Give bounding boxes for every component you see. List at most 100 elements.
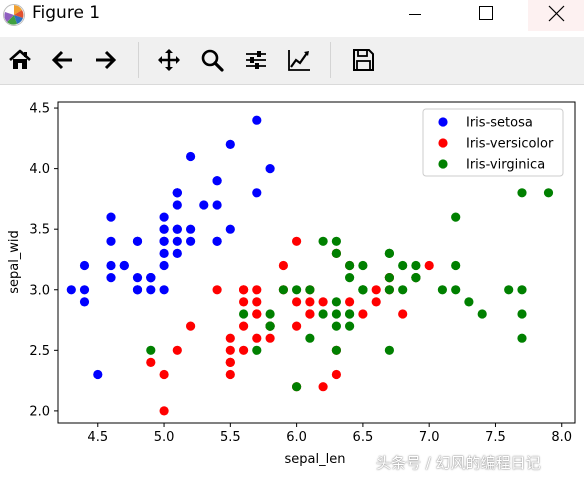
data-point [172, 236, 182, 246]
data-point [146, 345, 156, 355]
data-point [292, 285, 302, 295]
window-titlebar: Figure 1 [0, 0, 584, 31]
watermark-text: 头条号 / 幻风的编程日记 [376, 454, 541, 472]
data-point [345, 309, 355, 319]
data-point [331, 369, 341, 380]
forward-button[interactable] [92, 47, 118, 73]
data-point [186, 236, 196, 246]
data-point [212, 285, 222, 295]
figure-canvas[interactable]: 4.5 5.0 5.5 6.0 6.5 7.0 7.5 8.0 2.0 2.5 3.0 3.5 4.0… [0, 85, 584, 478]
close-icon [548, 5, 565, 22]
data-point [239, 321, 249, 331]
arrow-right-icon [96, 50, 117, 70]
data-point [305, 297, 315, 307]
data-point [252, 333, 262, 343]
minimize-icon [409, 14, 421, 15]
data-point [159, 285, 169, 295]
data-point [186, 151, 196, 162]
data-point [225, 333, 235, 343]
data-point [331, 321, 341, 331]
legend-label: Iris-versicolor [466, 137, 554, 152]
home-button[interactable] [7, 47, 33, 73]
data-point [517, 188, 527, 198]
data-point [358, 309, 368, 319]
legend: Iris-setosa Iris-versicolor Iris-virginica [422, 108, 564, 177]
data-point [239, 309, 249, 319]
data-point [146, 357, 156, 367]
data-point [172, 188, 182, 198]
floppy-disk-icon [353, 49, 374, 71]
data-point [239, 285, 249, 295]
data-point [119, 260, 129, 271]
data-point [212, 200, 222, 210]
x-tick-label: 5.5 [220, 430, 241, 445]
data-point [225, 345, 235, 355]
data-point [106, 236, 116, 246]
data-point [106, 273, 116, 283]
legend-label: Iris-setosa [466, 116, 533, 131]
toolbar-separator [138, 42, 139, 78]
magnifier-icon [201, 49, 224, 72]
data-point [384, 345, 394, 355]
move-icon [158, 49, 180, 71]
data-point [358, 260, 368, 271]
data-point [265, 321, 275, 331]
data-point [252, 345, 262, 355]
window-title: Figure 1 [32, 3, 101, 23]
data-point [159, 369, 169, 380]
data-point [106, 260, 116, 271]
data-point [225, 224, 235, 234]
data-point [146, 273, 156, 283]
legend-label: Iris-virginica [466, 158, 545, 173]
back-button[interactable] [50, 47, 76, 73]
data-point [159, 406, 169, 416]
data-point [186, 321, 196, 331]
data-point [517, 285, 527, 295]
data-point [451, 260, 461, 271]
data-point [225, 139, 235, 149]
data-point [265, 333, 275, 343]
data-point [358, 285, 368, 295]
customize-button[interactable] [286, 47, 312, 73]
matplotlib-logo-icon [3, 4, 25, 26]
x-tick-label: 4.5 [87, 430, 108, 445]
data-point [159, 260, 169, 271]
save-button[interactable] [350, 47, 376, 73]
maximize-button[interactable] [464, 0, 510, 31]
data-point [292, 297, 302, 307]
sliders-icon [246, 51, 266, 69]
subplots-button[interactable] [243, 47, 269, 73]
zoom-button[interactable] [199, 47, 225, 73]
data-point [159, 224, 169, 234]
data-point [331, 345, 341, 355]
data-point [252, 188, 262, 198]
data-point [132, 273, 143, 283]
data-point [252, 297, 262, 307]
data-point [66, 285, 76, 295]
data-point [159, 236, 169, 246]
minimize-button[interactable] [392, 0, 438, 31]
x-tick-label: 6.0 [286, 430, 307, 445]
data-point [146, 285, 156, 295]
plot-frame [57, 101, 576, 424]
data-point [199, 200, 209, 210]
data-point [318, 309, 328, 319]
close-button[interactable] [528, 0, 584, 31]
data-point [305, 333, 315, 343]
data-point [477, 309, 487, 319]
maximize-icon [479, 6, 493, 20]
pan-button[interactable] [156, 47, 182, 73]
data-point [318, 236, 328, 246]
data-point [384, 248, 394, 258]
data-point [345, 321, 355, 331]
line-chart-icon [288, 50, 310, 71]
data-point [517, 309, 527, 319]
data-point [172, 224, 182, 234]
scatter-chart: 4.5 5.0 5.5 6.0 6.5 7.0 7.5 8.0 2.0 2.5 3.0 3.5 4.0… [7, 101, 576, 467]
data-point [424, 260, 434, 271]
data-point [305, 285, 315, 295]
x-tick-label: 8.0 [551, 430, 572, 445]
data-point [318, 297, 328, 307]
x-axis-label: sepal_len [285, 452, 346, 467]
y-tick-label: 3.5 [29, 223, 50, 238]
